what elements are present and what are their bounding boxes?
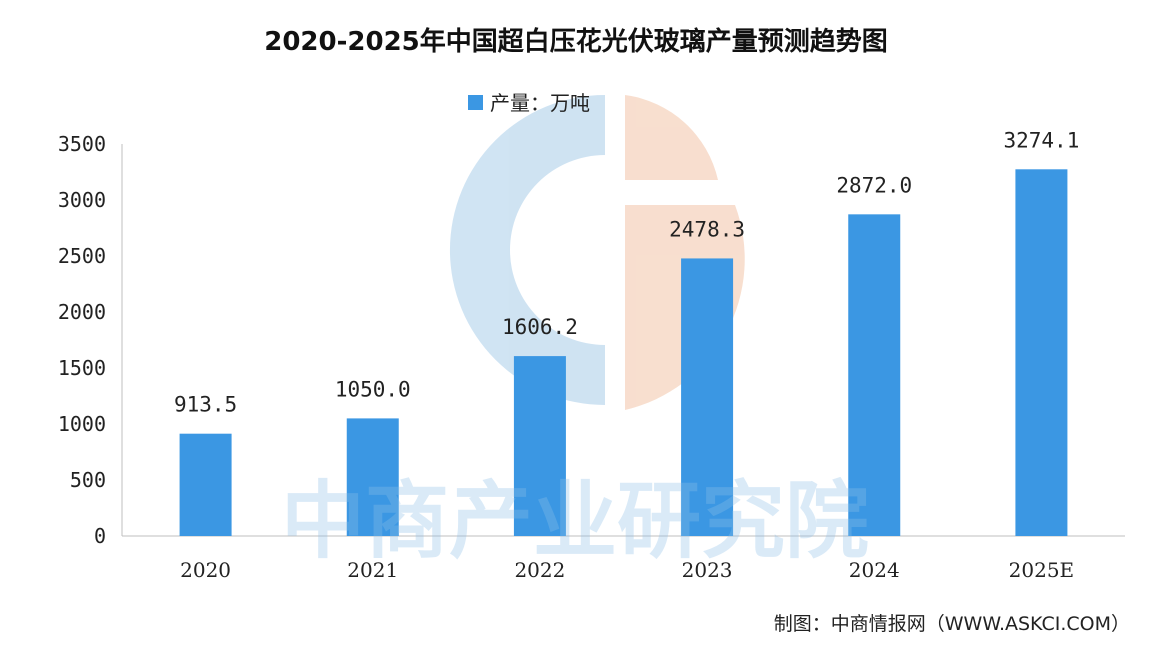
y-tick-label: 2500: [58, 244, 106, 268]
data-label: 2478.3: [669, 217, 745, 241]
legend-label: 产量：万吨: [490, 91, 590, 115]
bar: [513, 356, 566, 536]
x-tick-labels: 2020 2021 2022 2023 2024 2025E: [180, 558, 1074, 582]
bars: [179, 169, 1068, 537]
bar: [1015, 169, 1068, 537]
data-label: 1050.0: [335, 377, 411, 401]
data-label: 1606.2: [502, 315, 578, 339]
y-tick-label: 500: [70, 468, 106, 492]
bar: [179, 433, 232, 536]
y-tick-labels: 0 500 1000 1500 2000 2500 3000 3500: [58, 132, 106, 548]
data-label: 2872.0: [836, 173, 912, 197]
x-tick-label: 2024: [849, 558, 900, 582]
y-tick-label: 1500: [58, 356, 106, 380]
y-tick-label: 3500: [58, 132, 106, 156]
legend-swatch: [468, 95, 483, 110]
x-tick-label: 2021: [347, 558, 398, 582]
data-label: 913.5: [174, 393, 237, 417]
watermark-logo-c-shape: [449, 94, 605, 406]
bar: [346, 418, 399, 536]
bar: [681, 258, 734, 536]
x-tick-label: 2020: [180, 558, 231, 582]
bar: [848, 214, 901, 536]
x-tick-label: 2025E: [1009, 558, 1075, 582]
source-note: 制图：中商情报网（WWW.ASKCI.COM）: [774, 613, 1130, 635]
x-tick-label: 2023: [682, 558, 733, 582]
watermark-text: 中商产业研究院: [281, 472, 869, 570]
y-tick-label: 0: [94, 524, 106, 548]
y-tick-label: 3000: [58, 188, 106, 212]
data-label: 3274.1: [1003, 128, 1079, 152]
y-tick-label: 1000: [58, 412, 106, 436]
data-labels: 913.5 1050.0 1606.2 2478.3 2872.0 3274.1: [174, 128, 1079, 416]
x-tick-label: 2022: [514, 558, 565, 582]
chart-title: 2020-2025年中国超白压花光伏玻璃产量预测趋势图: [264, 26, 888, 57]
y-tick-label: 2000: [58, 300, 106, 324]
watermark-logo-upper-piece: [625, 95, 718, 180]
legend: 产量：万吨: [468, 91, 590, 115]
